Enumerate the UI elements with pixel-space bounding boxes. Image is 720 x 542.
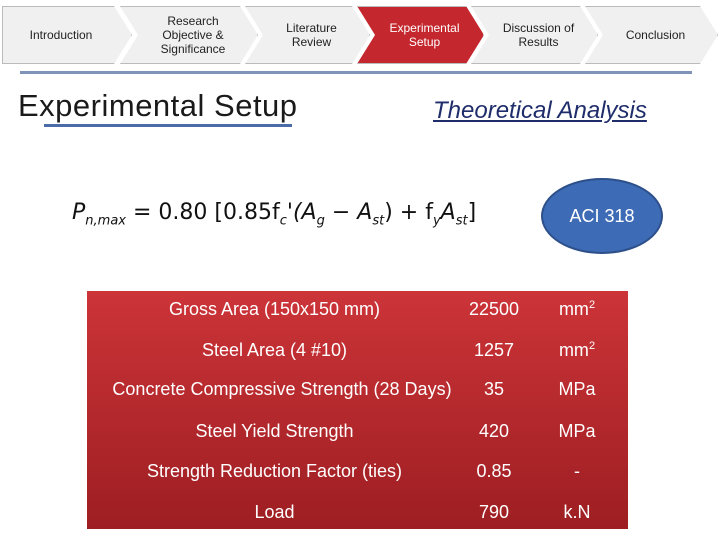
row-value: 420 — [478, 421, 510, 441]
nav-tab-label: Research Objective & Significance — [160, 14, 226, 56]
row-unit: MPa — [558, 379, 596, 399]
row-unit: MPa — [558, 421, 596, 441]
formula-p: P — [72, 200, 86, 225]
formula-ag: (A — [292, 200, 317, 225]
capacity-formula: Pn,max = 0.80 [0.85fc'(Ag − Ast) + fyAst… — [72, 200, 477, 229]
formula-p-sub: n,max — [85, 213, 126, 229]
row-label: Concrete Compressive Strength (28 Days) — [112, 379, 452, 399]
row-value: 35 — [483, 379, 505, 399]
nav-tab-label: Literature Review — [286, 21, 337, 49]
formula-eq: = 0.80 — [132, 200, 208, 225]
code-badge: ACI 318 — [541, 178, 663, 254]
table-row: Gross Area (150x150 mm) 22500 mm2 — [87, 299, 628, 339]
row-label: Gross Area (150x150 mm) — [168, 299, 381, 319]
table-row: Concrete Compressive Strength (28 Days) … — [87, 379, 628, 419]
row-unit: mm2 — [558, 340, 596, 360]
page-title: Experimental Setup — [18, 88, 298, 123]
formula-fy-sub: y — [432, 213, 441, 229]
table-row: Strength Reduction Factor (ties) 0.85 - — [87, 461, 628, 501]
row-unit: mm2 — [558, 299, 596, 319]
formula-ag-sub: g — [316, 213, 325, 229]
nav-tab-research-objective[interactable]: Research Objective & Significance — [120, 6, 258, 64]
table-row: Steel Yield Strength 420 MPa — [87, 421, 628, 461]
section-subtitle: Theoretical Analysis — [433, 97, 647, 124]
chevron-nav: Introduction Research Objective & Signif… — [0, 0, 720, 68]
row-label: Load — [254, 502, 295, 522]
formula-plus: ) + f — [384, 200, 433, 225]
row-value: 790 — [478, 502, 510, 522]
nav-tab-label: Conclusion — [625, 28, 686, 42]
row-label: Strength Reduction Factor (ties) — [146, 461, 403, 481]
formula-fc-sub: c — [279, 213, 287, 229]
nav-tab-experimental-setup[interactable]: Experimental Setup — [357, 6, 484, 64]
table-row: Steel Area (4 #10) 1257 mm2 — [87, 340, 628, 380]
formula-minus: − A — [324, 200, 373, 225]
title-underline — [44, 124, 292, 127]
table-row: Load 790 k.N — [87, 502, 628, 542]
nav-tab-label: Discussion of Results — [502, 21, 575, 49]
nav-divider — [20, 71, 692, 74]
row-value: 0.85 — [476, 461, 512, 481]
nav-tab-label: Experimental Setup — [389, 21, 460, 49]
row-unit: - — [574, 461, 580, 481]
row-value: 22500 — [468, 299, 520, 319]
row-label: Steel Area (4 #10) — [201, 340, 348, 360]
formula-close: ] — [467, 200, 477, 225]
nav-tab-literature-review[interactable]: Literature Review — [245, 6, 370, 64]
row-unit: k.N — [563, 502, 591, 522]
formula-a2: A — [440, 200, 456, 225]
formula-text: [0.85f — [214, 200, 280, 225]
formula-ast-sub: st — [372, 213, 385, 229]
row-label: Steel Yield Strength — [195, 421, 354, 441]
nav-tab-conclusion[interactable]: Conclusion — [585, 6, 718, 64]
nav-tab-introduction[interactable]: Introduction — [2, 6, 132, 64]
nav-tab-discussion-of-results[interactable]: Discussion of Results — [471, 6, 598, 64]
row-value: 1257 — [473, 340, 515, 360]
parameters-table: Gross Area (150x150 mm) 22500 mm2 Steel … — [87, 291, 628, 529]
nav-tab-label: Introduction — [29, 28, 93, 42]
formula-a2-sub: st — [455, 213, 468, 229]
